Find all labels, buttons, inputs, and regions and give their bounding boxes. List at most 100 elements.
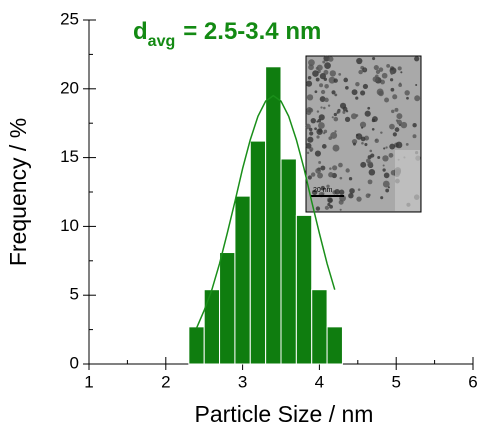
inset-particle <box>370 153 375 158</box>
y-tick-label: 25 <box>60 9 79 28</box>
title-main: d <box>133 18 148 45</box>
inset-particle <box>380 131 383 134</box>
inset-particle <box>355 81 360 87</box>
bar <box>249 140 267 365</box>
chart-title: davg = 2.5-3.4 nm <box>133 18 321 50</box>
inset-particle <box>361 141 364 145</box>
inset-light-region <box>395 150 420 211</box>
inset-particle <box>390 72 393 75</box>
inset-particle <box>396 119 402 125</box>
inset-particle <box>330 131 338 139</box>
inset-particle <box>318 122 325 129</box>
inset-particle <box>345 168 350 173</box>
inset-particle <box>363 68 367 71</box>
inset-particle <box>371 127 375 131</box>
inset-particle <box>395 141 403 149</box>
inset-particle <box>328 172 334 178</box>
inset-particle <box>310 172 316 177</box>
inset-particle <box>381 72 388 79</box>
inset-particle <box>320 89 326 95</box>
inset-scale-label: 20 nm <box>313 187 333 194</box>
inset-particle <box>355 133 363 140</box>
inset-particle <box>383 172 390 179</box>
inset-particle <box>322 60 326 64</box>
inset-particle <box>305 123 311 130</box>
inset-particle <box>372 56 376 61</box>
inset-particle <box>334 130 337 133</box>
inset-particle <box>405 142 409 146</box>
inset-particle <box>328 76 336 84</box>
inset-particle <box>316 128 323 135</box>
inset-particle <box>324 62 331 69</box>
inset-particle <box>329 204 333 209</box>
bar <box>265 66 282 365</box>
inset-particle <box>323 106 326 110</box>
inset-particle <box>351 89 358 96</box>
inset-particle <box>319 83 324 88</box>
inset-particle <box>309 131 314 136</box>
inset-particle <box>360 90 366 96</box>
inset-particle <box>360 161 367 168</box>
inset-particle <box>386 63 391 68</box>
inset-particle <box>332 165 338 171</box>
inset-particle <box>374 138 379 143</box>
inset-particle <box>324 97 329 103</box>
inset-particle <box>382 168 386 172</box>
inset-particle <box>382 180 390 188</box>
x-axis-label: Particle Size / nm <box>195 401 374 427</box>
inset-particle <box>368 169 376 176</box>
inset-particle <box>316 64 323 71</box>
inset-particle <box>400 121 408 129</box>
inset-particle <box>320 165 326 171</box>
inset-particle <box>331 116 334 119</box>
inset-particle <box>390 87 395 92</box>
bar <box>219 252 236 365</box>
inset-particle <box>364 143 368 147</box>
y-tick-label: 20 <box>60 78 79 97</box>
inset-particle <box>390 78 394 82</box>
inset-particle <box>324 84 329 89</box>
inset-particle <box>404 90 410 96</box>
inset-particle <box>382 155 389 162</box>
inset-particle <box>353 142 356 146</box>
inset-particle <box>412 123 417 128</box>
inset-particle <box>339 208 342 211</box>
inset-particle <box>356 57 363 65</box>
title-rest: = 2.5-3.4 nm <box>183 18 321 45</box>
inset-particle <box>345 85 349 90</box>
inset-particle <box>406 96 409 100</box>
inset-particle <box>380 196 384 200</box>
bar <box>203 289 221 365</box>
inset-particle <box>343 77 349 83</box>
x-tick-label: 1 <box>84 372 93 391</box>
x-tick-label: 4 <box>315 372 324 391</box>
inset-particle <box>392 132 397 137</box>
inset-particle <box>312 190 316 194</box>
inset-particle <box>329 70 336 77</box>
inset-image: 20 nm <box>305 55 422 213</box>
bar <box>280 158 297 365</box>
inset-particle <box>306 151 310 155</box>
inset-particle <box>414 95 421 102</box>
inset-particle <box>307 175 312 180</box>
y-tick-label: 15 <box>60 147 79 166</box>
inset-particle <box>319 96 326 103</box>
inset-particle <box>397 66 402 71</box>
inset-particle <box>378 67 384 72</box>
y-axis-label: Frequency / % <box>5 118 31 266</box>
inset-particle <box>394 107 399 112</box>
inset-particle <box>306 106 313 113</box>
inset-particle <box>368 193 371 197</box>
inset-particle <box>309 149 313 152</box>
inset-particle <box>336 109 341 114</box>
inset-particle <box>385 146 388 149</box>
inset-particle <box>388 152 394 158</box>
inset-particle <box>328 56 334 62</box>
inset-particle <box>382 164 385 167</box>
inset-particle <box>334 188 340 195</box>
inset-particle <box>316 135 320 139</box>
inset-particle <box>307 75 312 80</box>
bar <box>234 195 251 365</box>
inset-particle <box>317 118 322 123</box>
